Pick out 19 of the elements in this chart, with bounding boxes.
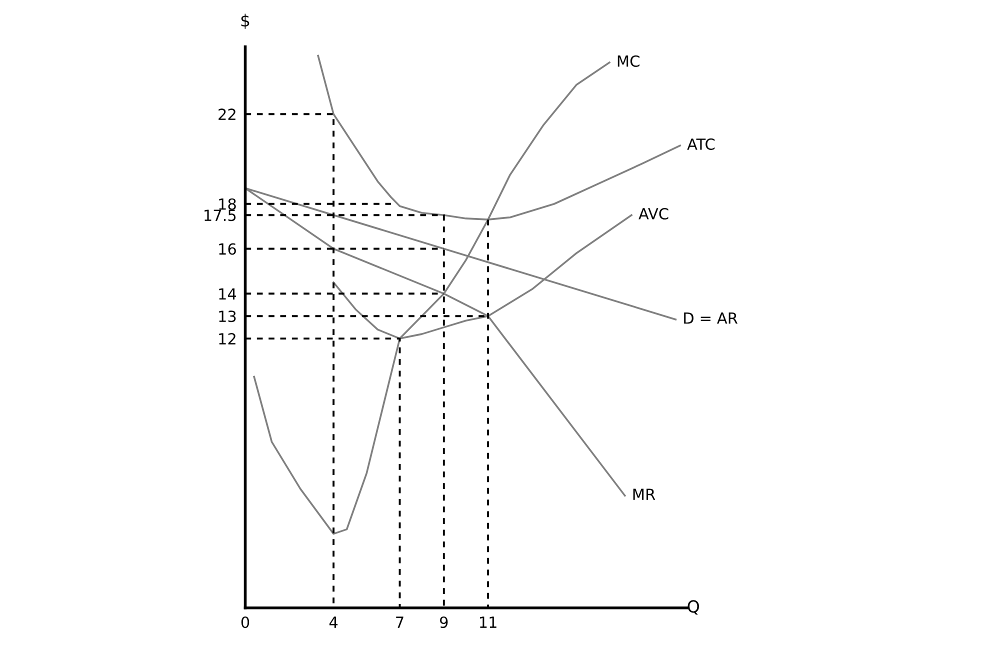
y-tick-label: 13 [219, 310, 236, 322]
y-tick-label: 14 [219, 288, 236, 300]
y-tick-label: 22 [218, 108, 236, 120]
x-tick-label: 0 [241, 616, 250, 628]
y-tick-label: 12 [219, 333, 236, 344]
series-label: D = AR [684, 312, 738, 324]
series-label: ATC [687, 138, 715, 150]
series-label: MC [618, 55, 640, 67]
x-tick-label: 9 [440, 616, 448, 628]
y-tick-label: 18 [219, 198, 236, 210]
y-axis-title: $ [241, 14, 250, 29]
series-label: MR [633, 488, 656, 500]
x-tick-label: 11 [480, 616, 496, 628]
y-tick-label: 17.5 [204, 210, 236, 222]
x-tick-label: 4 [329, 616, 338, 628]
x-tick-label: 7 [396, 616, 404, 628]
x-axis-title: Q [688, 600, 700, 615]
series-label: AVC [638, 208, 668, 220]
y-tick-label: 16 [219, 243, 236, 255]
